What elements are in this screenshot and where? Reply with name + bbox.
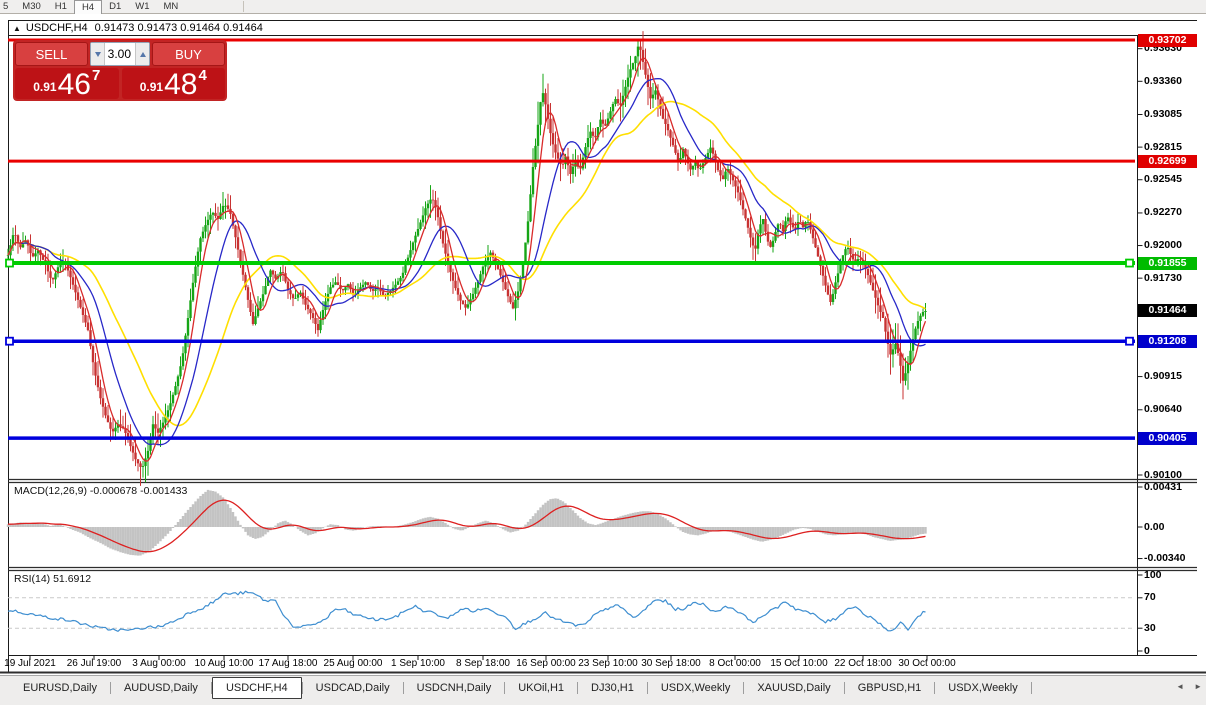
date-label: 30 Sep 18:00	[641, 658, 701, 669]
tab-separator	[743, 682, 745, 694]
tab-separator	[843, 682, 845, 694]
date-label: 23 Sep 10:00	[578, 658, 638, 669]
tab-separator	[504, 682, 506, 694]
buy-button[interactable]: BUY	[152, 42, 225, 66]
tab-separator	[210, 682, 212, 694]
chart-symbol-label: USDCHF,H4	[25, 22, 88, 34]
buy-price-prefix: 0.91	[139, 80, 164, 94]
tab-xauusd-daily[interactable]: XAUUSD,Daily	[757, 682, 831, 694]
tab-dj30-h1[interactable]: DJ30,H1	[591, 682, 634, 694]
tab-separator	[402, 682, 404, 694]
timeframe-button-5[interactable]: 5	[3, 1, 9, 12]
triangle-up-icon	[139, 51, 146, 57]
sell-price-prefix: 0.91	[33, 80, 57, 94]
tab-ukoil-h1[interactable]: UKOil,H1	[518, 682, 565, 694]
tab-gbpusd-h1[interactable]: GBPUSD,H1	[857, 682, 922, 694]
tab-usdchf-h4[interactable]: USDCHF,H4	[211, 677, 302, 699]
timeframe-button-H1[interactable]: H1	[54, 1, 67, 12]
timeframe-button-D1[interactable]: D1	[109, 1, 122, 12]
date-label: 17 Aug 18:00	[258, 658, 318, 669]
buy-price-main: 48	[164, 68, 198, 101]
chart-header: ▲ USDCHF,H4 0.91473 0.91473 0.91464 0.9146…	[13, 22, 263, 34]
date-label: 3 Aug 00:00	[132, 658, 186, 669]
volume-input[interactable]: 3.00	[107, 47, 131, 61]
date-axis: 19 Jul 2021 26 Jul 19:00 3 Aug 00:00 10 Aug…	[0, 658, 1206, 672]
date-label: 8 Oct 00:00	[709, 658, 761, 669]
buy-price-button[interactable]: 0.91 48 4	[121, 67, 225, 101]
sell-button[interactable]: SELL	[15, 42, 88, 66]
chart-tab-bar: EURUSD,Daily AUDUSD,Daily USDCHF,H4 USDCAD,…	[0, 675, 1206, 705]
volume-increase-button[interactable]	[135, 43, 149, 65]
sell-price-button[interactable]: 0.91 46 7	[15, 67, 119, 101]
collapse-panel-icon[interactable]: ▲	[13, 24, 21, 33]
timeframe-toolbar: 5 M30 H1 H4 D1 W1 MN	[0, 0, 1206, 14]
date-label: 8 Sep 18:00	[456, 658, 510, 669]
rsi-indicator-label: RSI(14) 51.6912	[14, 573, 92, 585]
tab-usdx-weekly[interactable]: USDX,Weekly	[660, 682, 731, 694]
date-label: 26 Jul 19:00	[66, 658, 122, 669]
date-label: 1 Sep 10:00	[391, 658, 445, 669]
buy-price-pip: 4	[198, 67, 207, 84]
timeframe-button-W1[interactable]: W1	[135, 1, 150, 12]
chart-tabs: EURUSD,Daily AUDUSD,Daily USDCHF,H4 USDCAD,…	[0, 676, 1032, 700]
timeframe-button-MN[interactable]: MN	[163, 1, 179, 12]
volume-stepper: 3.00	[90, 42, 150, 66]
toolbar-separator	[243, 1, 245, 12]
tab-eurusd-daily[interactable]: EURUSD,Daily	[23, 682, 97, 694]
date-label: 25 Aug 00:00	[323, 658, 383, 669]
triangle-down-icon	[94, 51, 101, 57]
date-label: 22 Oct 18:00	[834, 658, 892, 669]
tab-separator	[934, 682, 936, 694]
tab-scroll-arrows: ◄ ►	[1176, 681, 1202, 693]
tabs-scroll-left-icon[interactable]: ◄	[1176, 682, 1185, 691]
tab-separator	[577, 682, 579, 694]
date-label: 19 Jul 2021	[4, 658, 56, 669]
date-label: 16 Sep 00:00	[516, 658, 576, 669]
tab-usdcnh-daily[interactable]: USDCNH,Daily	[416, 682, 492, 694]
tab-separator	[1030, 682, 1032, 694]
date-label: 30 Oct 00:00	[898, 658, 956, 669]
tab-usdcad-daily[interactable]: USDCAD,Daily	[315, 682, 390, 694]
chart-ohlc-values: 0.91473 0.91473 0.91464 0.91464	[94, 22, 263, 34]
timeframe-button-M30[interactable]: M30	[22, 1, 41, 12]
tabs-scroll-right-icon[interactable]: ►	[1194, 682, 1202, 691]
timeframe-button-H4[interactable]: H4	[73, 0, 103, 14]
tab-separator	[109, 682, 111, 694]
date-label: 15 Oct 10:00	[770, 658, 828, 669]
macd-indicator-label: MACD(12,26,9) -0.000678 -0.001433	[14, 485, 188, 497]
tab-separator	[301, 682, 303, 694]
sell-price-main: 46	[57, 68, 91, 101]
tab-usdx-weekly[interactable]: USDX,Weekly	[948, 682, 1018, 694]
timeframe-buttons: 5 M30 H1 H4 D1 W1 MN	[0, 0, 185, 14]
one-click-trading-panel: SELL 3.00 BUY 0.91 46 7 0.91 48 4	[13, 40, 227, 101]
sell-price-pip: 7	[91, 67, 101, 84]
volume-decrease-button[interactable]	[91, 43, 105, 65]
tab-audusd-daily[interactable]: AUDUSD,Daily	[123, 682, 198, 694]
date-label: 10 Aug 10:00	[194, 658, 254, 669]
tab-separator	[646, 682, 648, 694]
